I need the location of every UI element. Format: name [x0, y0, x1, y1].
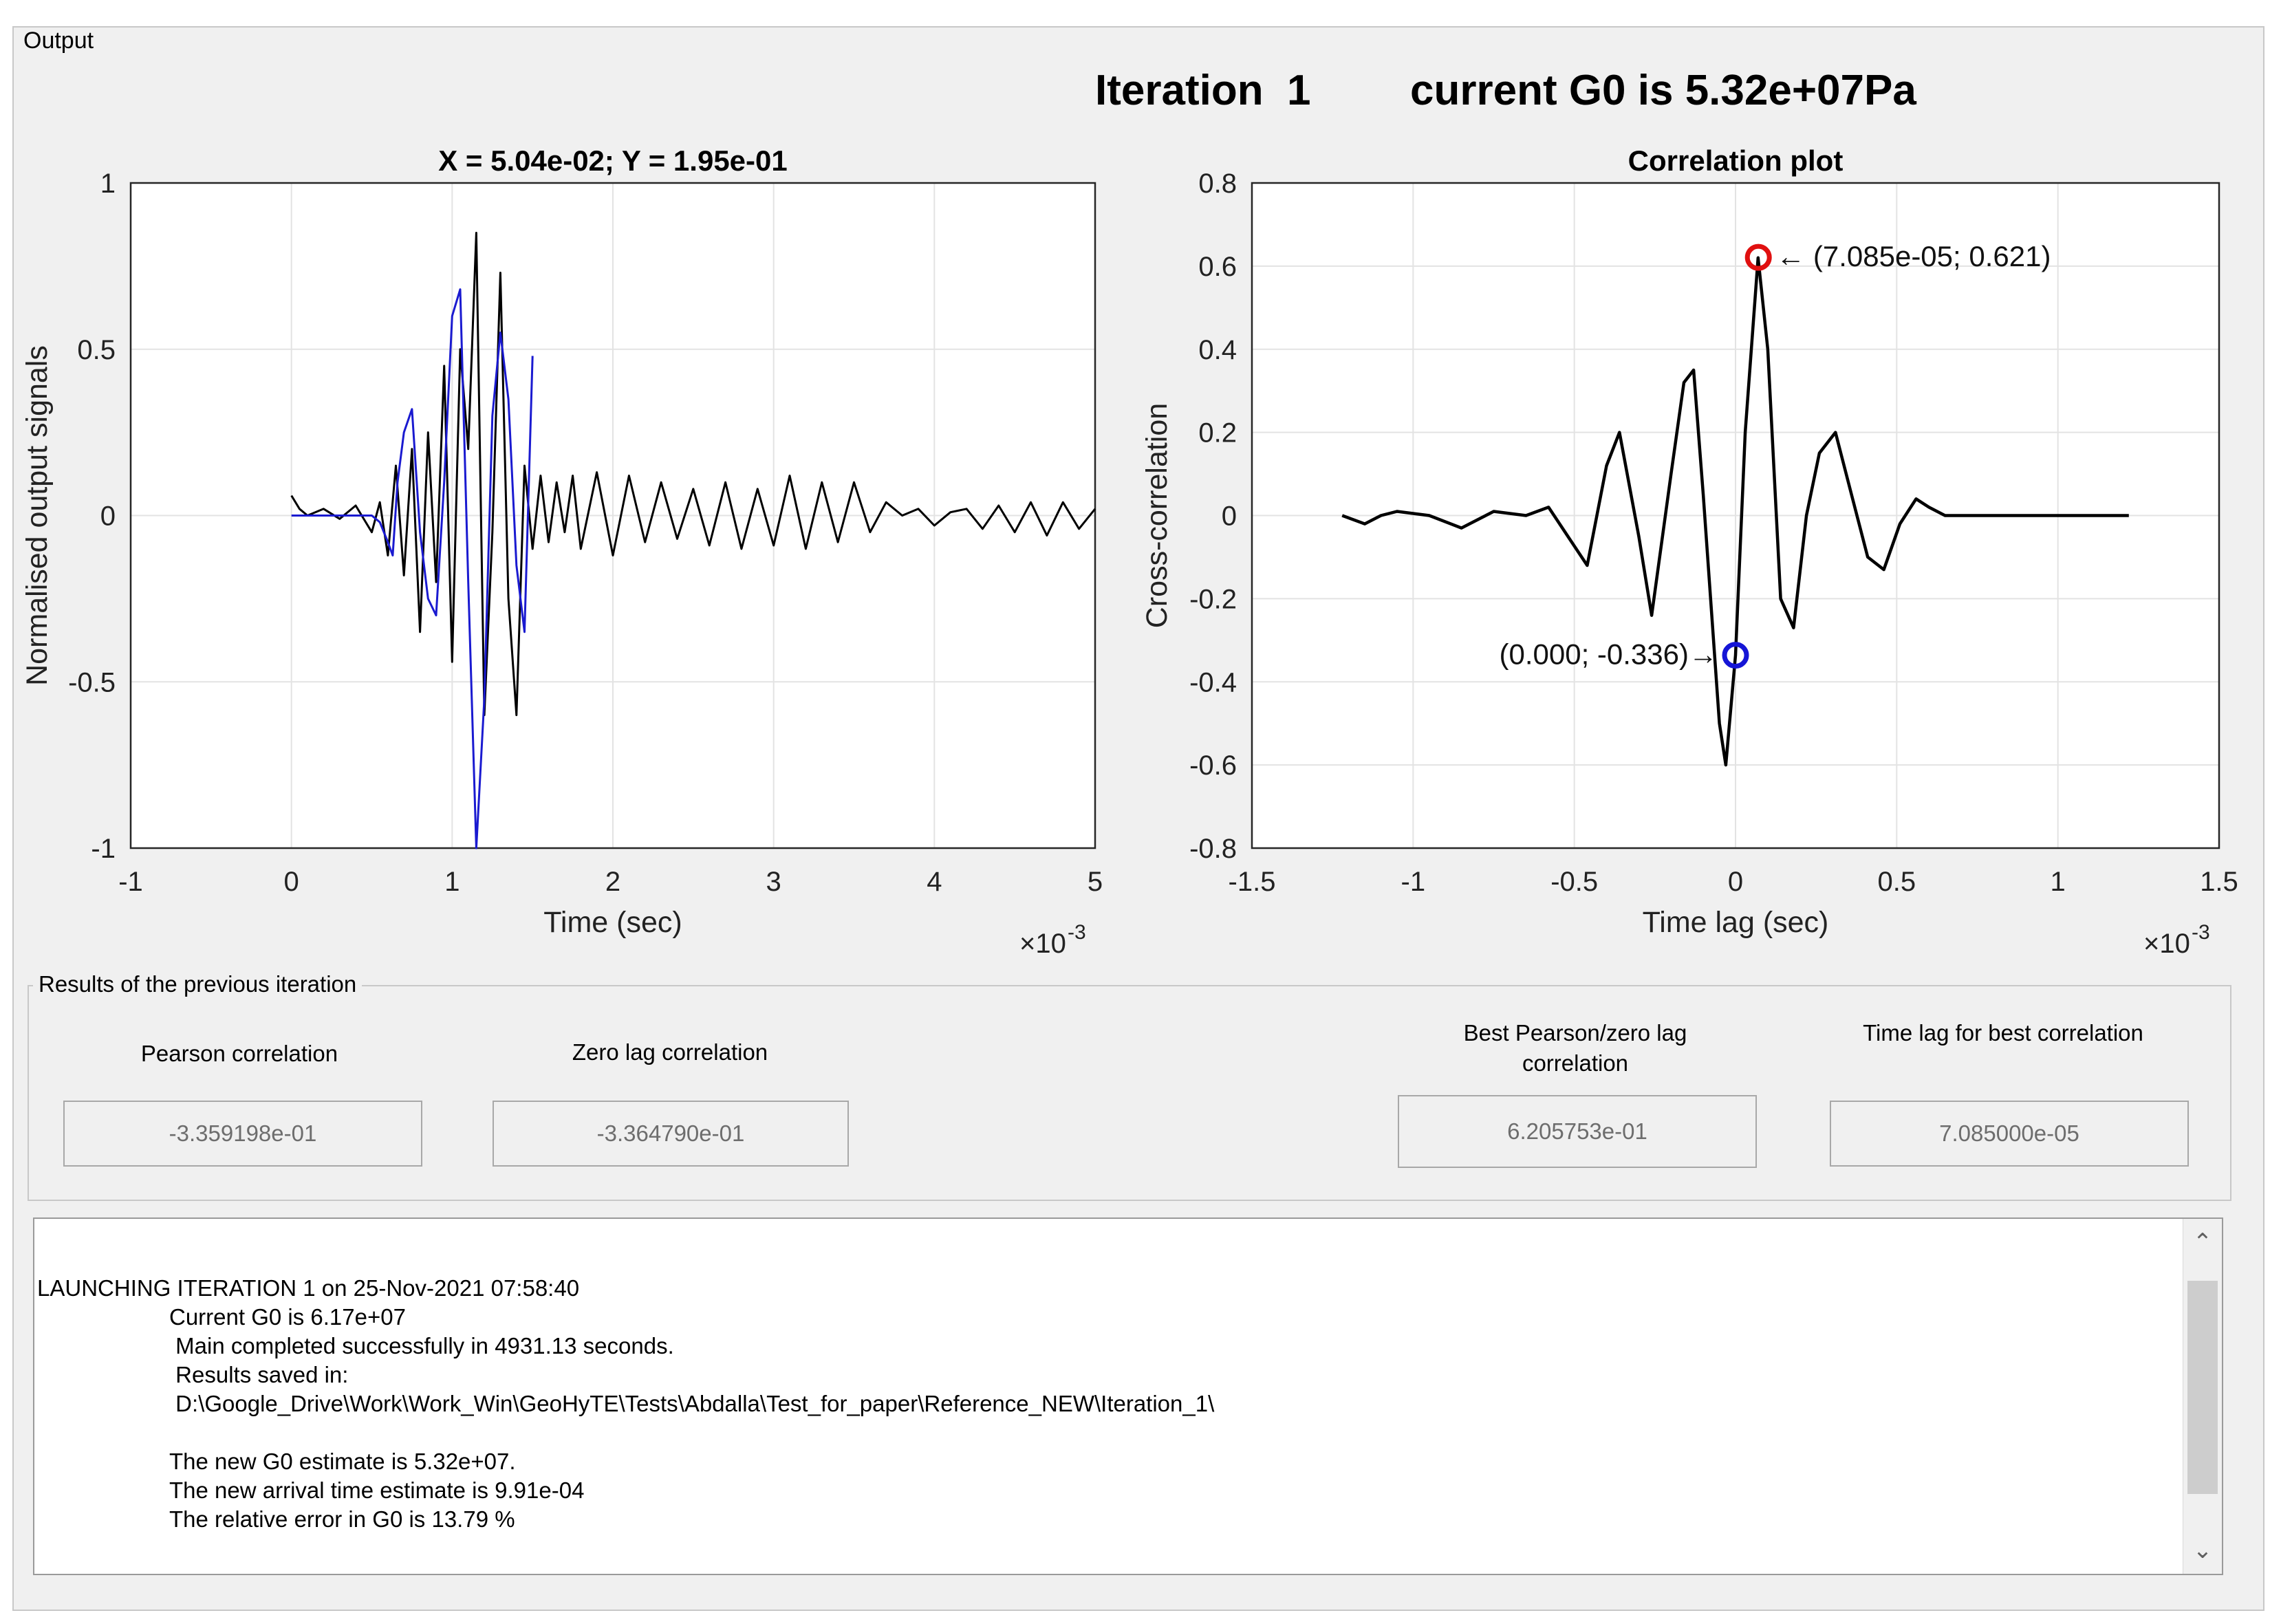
- y-tick-label: 0.2: [1198, 418, 1237, 448]
- log-line: Results saved in:: [169, 1362, 349, 1387]
- best-correlation-field[interactable]: 6.205753e-01: [1398, 1095, 1757, 1168]
- correlation-chart[interactable]: -1.5 -1 -0.5 0 0.5 1 1.5 -0.8 -0.6 -0.4 -0.2 0 0.2 0.…: [1128, 138, 2270, 963]
- marker-label: (0.000; -0.336)→: [1499, 638, 1718, 671]
- log-textarea[interactable]: LAUNCHING ITERATION 1 on 25-Nov-2021 07:…: [33, 1217, 2223, 1575]
- log-line: The new arrival time estimate is 9.91e-0…: [169, 1477, 585, 1503]
- x-tick-label: -1: [1401, 867, 1426, 897]
- output-panel-title: Output: [18, 28, 100, 54]
- scroll-down-icon[interactable]: ⌄: [2192, 1537, 2213, 1563]
- x-tick-label: 0: [284, 867, 299, 897]
- log-line: Current G0 is 6.17e+07: [169, 1304, 406, 1330]
- results-group: [28, 985, 2231, 1201]
- log-line: LAUNCHING ITERATION 1 on 25-Nov-2021 07:…: [37, 1275, 580, 1301]
- log-scrollbar[interactable]: ⌃ ⌄: [2183, 1219, 2222, 1574]
- y-tick-label: 0.8: [1198, 169, 1237, 199]
- x-exponent-label: ×10: [1019, 929, 1066, 959]
- y-tick-label: 1: [100, 169, 116, 199]
- y-tick-label: -0.5: [68, 667, 116, 697]
- y-tick-label: 0: [100, 501, 116, 532]
- plot-frame: [1251, 182, 2220, 849]
- y-axis-label: Cross-correlation: [1140, 403, 1174, 628]
- log-line: The new G0 estimate is 5.32e+07.: [169, 1449, 516, 1474]
- y-tick-label: 0: [1222, 501, 1237, 532]
- x-tick-label: 4: [927, 867, 942, 897]
- timelag-field[interactable]: 7.085000e-05: [1830, 1101, 2189, 1167]
- results-group-title: Results of the previous iteration: [33, 971, 363, 997]
- peak-marker: [1722, 642, 1749, 669]
- log-line: The relative error in G0 is 13.79 %: [169, 1506, 515, 1532]
- y-tick-label: 0.6: [1198, 252, 1237, 282]
- timelag-label: Time lag for best correlation: [1863, 1020, 2143, 1046]
- zerolag-label: Zero lag correlation: [572, 1039, 768, 1065]
- series-line: [291, 288, 534, 849]
- x-exponent-label: ×10: [2143, 929, 2190, 959]
- marker-label: ← (7.085e-05; 0.621): [1776, 240, 2051, 272]
- plot-frame: [129, 182, 1096, 849]
- best-correlation-label: Best Pearson/zero lag correlation: [1396, 1018, 1754, 1079]
- signals-chart[interactable]: -1 0 1 2 3 4 5 -1 -0.5 0 0.5 1 X = 5.04e-02; Y = 1.9…: [14, 138, 1142, 963]
- y-tick-label: -0.8: [1189, 834, 1237, 864]
- best-correlation-label-line2: correlation: [1522, 1050, 1629, 1076]
- y-tick-label: -0.6: [1189, 750, 1237, 781]
- zerolag-field[interactable]: -3.364790e-01: [493, 1101, 849, 1167]
- pearson-field[interactable]: -3.359198e-01: [63, 1101, 422, 1167]
- y-tick-label: -0.4: [1189, 667, 1237, 697]
- log-line: Main completed successfully in 4931.13 s…: [169, 1333, 674, 1358]
- x-tick-label: -0.5: [1550, 867, 1598, 897]
- log-line: D:\Google_Drive\Work\Work_Win\GeoHyTE\Te…: [169, 1391, 1215, 1416]
- x-exponent-power: -3: [1068, 921, 1086, 944]
- y-tick-label: 0.4: [1198, 335, 1237, 365]
- x-tick-label: -1: [118, 867, 143, 897]
- series-line: [290, 232, 1096, 717]
- scrollbar-thumb[interactable]: [2187, 1281, 2218, 1494]
- y-tick-label: -1: [91, 834, 116, 864]
- x-axis-label: Time lag (sec): [1643, 906, 1829, 939]
- iteration-heading: Iteration 1: [1095, 67, 1311, 114]
- y-tick-label: -0.2: [1189, 584, 1237, 614]
- x-tick-label: 0: [1728, 867, 1743, 897]
- x-tick-label: -1.5: [1229, 867, 1276, 897]
- x-tick-label: 5: [1088, 867, 1103, 897]
- peak-marker: [1744, 243, 1772, 271]
- x-tick-label: 3: [766, 867, 781, 897]
- chart-title: Correlation plot: [1628, 144, 1844, 177]
- y-axis-label: Normalised output signals: [21, 345, 54, 686]
- x-tick-label: 1: [444, 867, 460, 897]
- best-correlation-label-line1: Best Pearson/zero lag: [1463, 1020, 1687, 1046]
- y-tick-label: 0.5: [77, 335, 116, 365]
- x-exponent-power: -3: [2192, 921, 2210, 944]
- x-tick-label: 1.5: [2200, 867, 2238, 897]
- x-tick-label: 1: [2051, 867, 2066, 897]
- pearson-label: Pearson correlation: [140, 1041, 338, 1066]
- x-tick-label: 0.5: [1878, 867, 1916, 897]
- x-axis-label: Time (sec): [543, 906, 682, 939]
- scroll-up-icon[interactable]: ⌃: [2192, 1229, 2213, 1255]
- g0-heading: current G0 is 5.32e+07Pa: [1410, 67, 1916, 114]
- chart-title: X = 5.04e-02; Y = 1.95e-01: [438, 144, 788, 177]
- x-tick-label: 2: [605, 867, 620, 897]
- series-line: [1341, 256, 2129, 767]
